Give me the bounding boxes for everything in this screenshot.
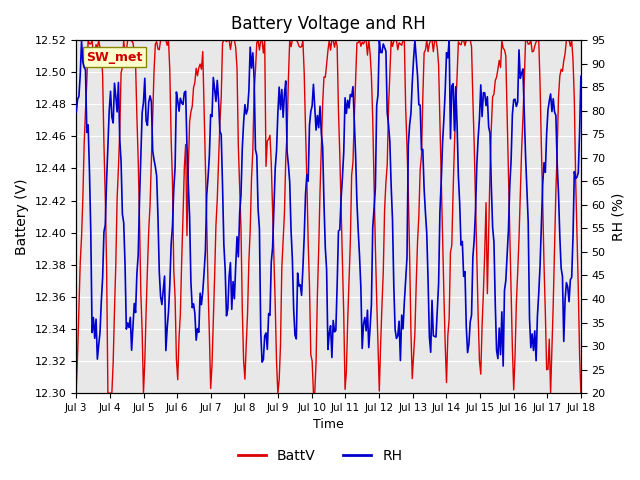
X-axis label: Time: Time (313, 419, 344, 432)
Y-axis label: Battery (V): Battery (V) (15, 179, 29, 255)
Legend: BattV, RH: BattV, RH (232, 443, 408, 468)
Title: Battery Voltage and RH: Battery Voltage and RH (231, 15, 426, 33)
Text: SW_met: SW_met (86, 51, 143, 64)
Y-axis label: RH (%): RH (%) (611, 192, 625, 241)
